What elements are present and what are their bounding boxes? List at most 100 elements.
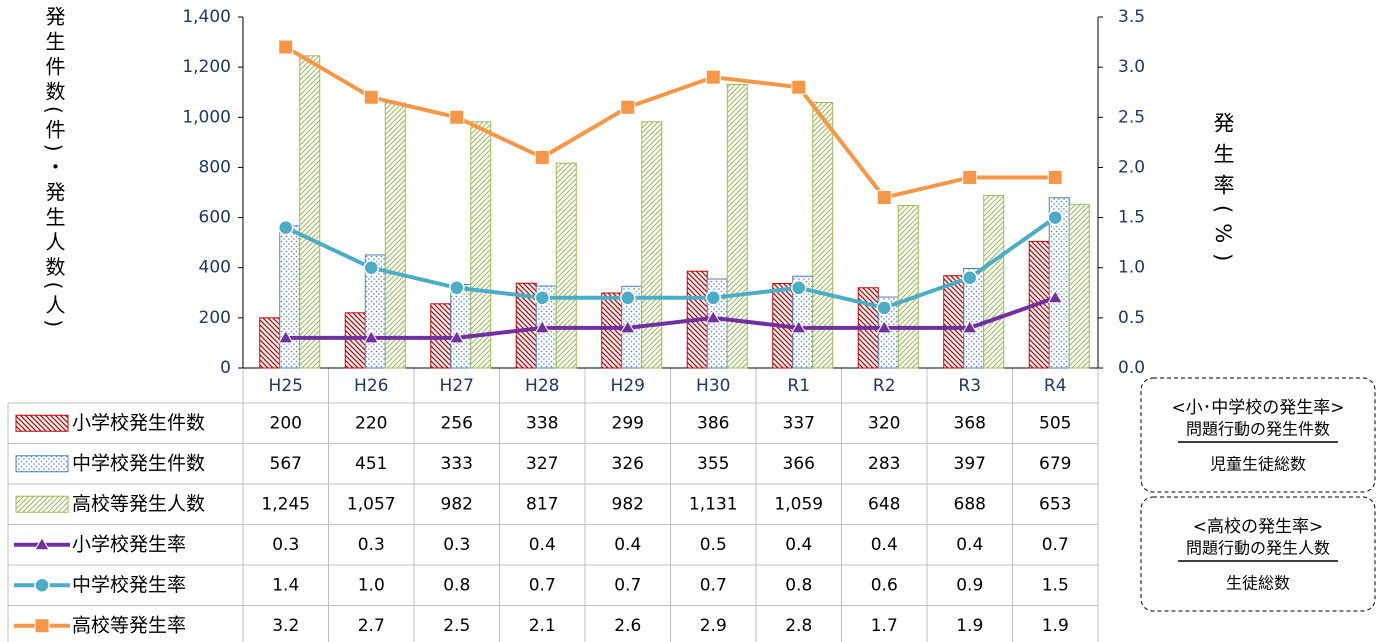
table-cell: 2.8 — [785, 616, 812, 636]
table-cell: 451 — [355, 454, 387, 474]
table-cell: 200 — [270, 413, 302, 433]
marker — [448, 329, 465, 344]
table-cell: 0.3 — [358, 535, 385, 555]
y2-tick-label: 1.5 — [1118, 208, 1145, 228]
marker — [363, 329, 380, 344]
table-cell: 0.7 — [529, 575, 556, 595]
marker — [534, 290, 550, 306]
bar — [897, 205, 919, 369]
x-tick-label: R2 — [873, 376, 896, 396]
legend-marker — [34, 536, 50, 551]
table-cell: 1.7 — [871, 616, 898, 636]
table-cell: 0.7 — [700, 575, 727, 595]
marker — [620, 99, 636, 115]
marker — [1047, 209, 1063, 226]
y-tick-label: 0 — [220, 358, 231, 378]
formula-denominator: 児童生徒総数 — [1210, 455, 1306, 474]
bar — [555, 162, 577, 369]
bar — [470, 121, 492, 369]
table-cell: 2.5 — [443, 616, 470, 636]
y-axis-label: 発生件数(件)・発生人数(人) — [42, 6, 66, 333]
x-tick-label: R4 — [1044, 376, 1067, 396]
table-cell: 2.6 — [614, 616, 641, 636]
formula-title: <小･中学校の発生率> — [1172, 398, 1345, 418]
bar — [601, 292, 623, 369]
x-tick-label: R3 — [958, 376, 981, 396]
y-tick-label: 1,400 — [182, 7, 231, 27]
table-cell: 0.7 — [1042, 535, 1069, 555]
table-cell: 355 — [697, 454, 729, 474]
table-cell: 368 — [954, 413, 986, 433]
table-cell: 817 — [526, 494, 558, 514]
marker — [278, 219, 294, 236]
table-cell: 1.9 — [1042, 616, 1069, 636]
table-cell: 653 — [1039, 494, 1071, 514]
marker — [449, 280, 465, 296]
table-cell: 982 — [441, 494, 473, 514]
formula-box — [1140, 496, 1376, 612]
table-cell: 397 — [954, 454, 986, 474]
marker — [876, 190, 892, 206]
y2-tick-label: 0.0 — [1118, 358, 1145, 378]
marker — [619, 319, 636, 334]
marker — [705, 290, 721, 306]
table-cell: 567 — [270, 454, 302, 474]
marker — [620, 290, 636, 306]
table-cell: 386 — [697, 413, 729, 433]
table-cell: 505 — [1039, 413, 1071, 433]
marker — [534, 319, 551, 334]
table-cell: 256 — [441, 413, 473, 433]
marker — [534, 149, 550, 165]
y2-tick-label: 1.0 — [1118, 258, 1145, 278]
legend-swatch — [15, 495, 69, 513]
legend-label: 高校等発生人数 — [72, 493, 205, 515]
legend-label: 中学校発生率 — [72, 574, 186, 596]
table-cell: 1.4 — [272, 575, 299, 595]
marker — [1047, 169, 1063, 185]
bar — [641, 121, 663, 369]
marker — [876, 300, 892, 316]
y2-tick-label: 0.5 — [1118, 308, 1145, 328]
y2-tick-label: 2.0 — [1118, 157, 1145, 177]
y2-tick-label: 3.0 — [1118, 57, 1145, 77]
table-cell: 0.9 — [956, 575, 983, 595]
y-tick-label: 600 — [199, 208, 231, 228]
y-tick-label: 1,200 — [182, 57, 231, 77]
table-cell: 0.7 — [614, 575, 641, 595]
table-cell: 299 — [612, 413, 644, 433]
table-cell: 0.8 — [443, 575, 470, 595]
table-cell: 1.5 — [1042, 575, 1069, 595]
line — [285, 295, 1056, 340]
marker — [363, 89, 379, 105]
marker — [277, 329, 294, 344]
legend-swatch — [15, 414, 69, 432]
y2-axis-label: 発生率(%) — [1211, 112, 1235, 272]
bar — [812, 101, 834, 369]
bar — [983, 195, 1005, 369]
formula-denominator: 生徒総数 — [1226, 574, 1290, 593]
marker — [961, 319, 978, 334]
table-cell: 0.8 — [785, 575, 812, 595]
table-cell: 2.9 — [700, 616, 727, 636]
table-cell: 3.2 — [272, 616, 299, 636]
y-tick-label: 200 — [199, 308, 231, 328]
formula-numerator: 問題行動の発生件数 — [1186, 420, 1330, 439]
y-tick-label: 400 — [199, 258, 231, 278]
legend-label: 小学校発生件数 — [72, 412, 205, 434]
table-cell: 0.6 — [871, 575, 898, 595]
table-cell: 366 — [783, 454, 815, 474]
table-cell: 982 — [612, 494, 644, 514]
bar — [943, 275, 965, 369]
table-cell: 1,059 — [774, 494, 823, 514]
marker — [962, 169, 978, 185]
legend-label: 高校等発生率 — [72, 614, 186, 636]
bar — [430, 303, 452, 369]
table-cell: 283 — [868, 454, 900, 474]
marker — [1047, 289, 1064, 304]
x-tick-label: H27 — [440, 376, 474, 396]
marker — [705, 69, 721, 85]
table-cell: 1.9 — [956, 616, 983, 636]
legend-label: 小学校発生率 — [72, 533, 186, 555]
table-cell: 1,131 — [689, 494, 738, 514]
